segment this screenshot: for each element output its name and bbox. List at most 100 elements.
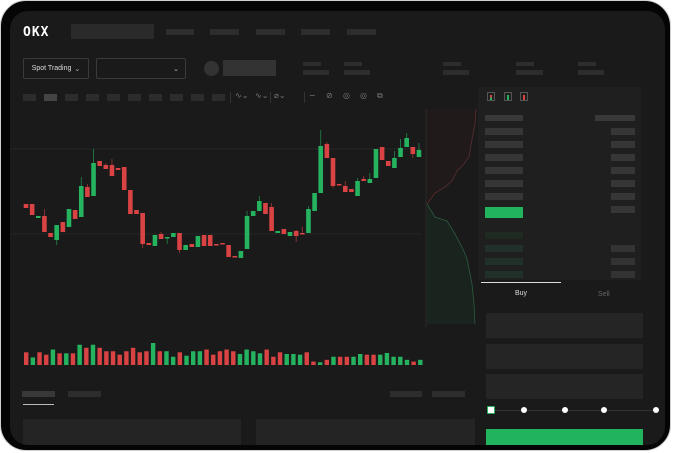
nav-item[interactable] <box>166 29 194 35</box>
nav-item[interactable] <box>301 29 330 35</box>
candle <box>121 167 127 190</box>
volume-bar <box>204 349 209 365</box>
volume-bar <box>84 347 89 365</box>
timeframe-button[interactable] <box>191 94 204 101</box>
amount-slider[interactable] <box>491 410 656 411</box>
slider-step-50[interactable] <box>562 407 568 413</box>
stat-value <box>303 70 329 75</box>
candle-body <box>140 213 145 244</box>
book-bids-icon[interactable] <box>504 92 512 101</box>
candlestick-chart[interactable] <box>10 11 430 371</box>
tab-sell[interactable]: Sell <box>598 291 610 298</box>
bid-row-amount[interactable] <box>611 271 635 278</box>
search-input[interactable] <box>71 24 154 39</box>
timeframe-button[interactable] <box>128 94 141 101</box>
nav-item[interactable] <box>347 29 376 35</box>
ask-row-amount[interactable] <box>611 141 635 148</box>
volume-bar <box>157 351 162 365</box>
settings-icon[interactable]: ◎ <box>360 91 367 100</box>
ask-row-price[interactable] <box>485 167 523 174</box>
tab-buy[interactable]: Buy <box>515 290 528 297</box>
bid-row-price[interactable] <box>485 245 523 252</box>
candle-body <box>355 181 360 196</box>
total-input[interactable] <box>486 374 643 399</box>
divider <box>230 92 231 103</box>
timeframe-button[interactable] <box>23 94 36 101</box>
ruler-icon[interactable]: ⊘ <box>326 91 333 100</box>
ask-row-price[interactable] <box>485 154 523 161</box>
bottom-action[interactable] <box>432 391 465 397</box>
ask-row-amount[interactable] <box>611 193 635 200</box>
candle-body <box>379 147 385 160</box>
candle-body <box>306 209 311 233</box>
candle <box>158 232 164 239</box>
slider-handle[interactable] <box>487 406 495 414</box>
spot-trading-dropdown[interactable]: Spot Trading ⌄ <box>23 58 89 79</box>
price-input[interactable] <box>486 313 643 338</box>
ask-row-amount[interactable] <box>611 180 635 187</box>
pair-dropdown[interactable]: ⌄ <box>96 58 186 79</box>
drawing-tools-icon[interactable]: ⌀⌄ <box>274 91 286 100</box>
book-asks-icon[interactable] <box>520 92 528 101</box>
candle <box>367 173 373 183</box>
bid-row-amount[interactable] <box>611 258 635 265</box>
tab-order-history[interactable] <box>68 391 101 397</box>
line-icon[interactable]: ∼ <box>309 91 316 100</box>
volume-bar <box>184 355 189 365</box>
volume-bar <box>371 354 376 365</box>
timeframe-button[interactable] <box>149 94 162 101</box>
nav-item[interactable] <box>256 29 285 35</box>
candle <box>152 235 158 246</box>
candle-body <box>146 243 152 245</box>
candle-body <box>220 243 225 245</box>
candle <box>85 184 90 197</box>
dropdown-label: Spot Trading <box>31 65 72 72</box>
volume-bar <box>311 361 316 365</box>
volume-bar <box>317 362 323 365</box>
bid-row-price[interactable] <box>485 258 523 265</box>
timeframe-button[interactable] <box>107 94 120 101</box>
bid-depth-area <box>427 204 475 324</box>
bid-row-price[interactable] <box>485 271 523 278</box>
stat-value <box>344 70 370 75</box>
tab-open-orders[interactable] <box>22 391 55 397</box>
candle <box>128 190 133 214</box>
ask-row-amount[interactable] <box>611 154 635 161</box>
stat-label <box>578 62 596 66</box>
fullscreen-icon[interactable]: ⧉ <box>377 91 383 100</box>
candle-body <box>48 233 53 237</box>
timeframe-button-active[interactable] <box>44 94 57 101</box>
ask-row-price[interactable] <box>485 193 523 200</box>
timeframe-button[interactable] <box>65 94 78 101</box>
ask-row-price[interactable] <box>485 141 523 148</box>
volume-bar <box>137 352 142 365</box>
timeframe-button[interactable] <box>212 94 225 101</box>
nav-item[interactable] <box>210 29 239 35</box>
ask-row-price[interactable] <box>485 180 523 187</box>
indicator-icon[interactable]: ∿⌄ <box>235 91 249 100</box>
slider-step-100[interactable] <box>653 407 659 413</box>
slider-step-25[interactable] <box>521 407 527 413</box>
bid-row-price[interactable] <box>485 232 523 239</box>
bottom-card <box>256 419 475 445</box>
timeframe-button[interactable] <box>86 94 99 101</box>
ask-row-amount[interactable] <box>611 206 635 213</box>
candle <box>398 139 403 157</box>
camera-icon[interactable]: ◎ <box>343 91 350 100</box>
slider-step-75[interactable] <box>601 407 607 413</box>
candle-body <box>342 186 348 192</box>
bottom-action[interactable] <box>390 391 422 397</box>
ask-row-amount[interactable] <box>611 167 635 174</box>
volume-bar <box>271 356 276 365</box>
okx-logo[interactable]: OKX <box>23 25 50 40</box>
ask-row-price[interactable] <box>485 128 523 135</box>
volume-bar <box>117 354 122 365</box>
book-both-icon[interactable] <box>487 92 495 101</box>
chart-type-icon[interactable]: ∿⌄ <box>255 91 269 100</box>
buy-button[interactable] <box>486 429 643 445</box>
timeframe-button[interactable] <box>170 94 183 101</box>
bid-row-amount[interactable] <box>611 245 635 252</box>
candle <box>60 222 66 232</box>
ask-row-amount[interactable] <box>611 128 635 135</box>
amount-input[interactable] <box>486 344 643 369</box>
